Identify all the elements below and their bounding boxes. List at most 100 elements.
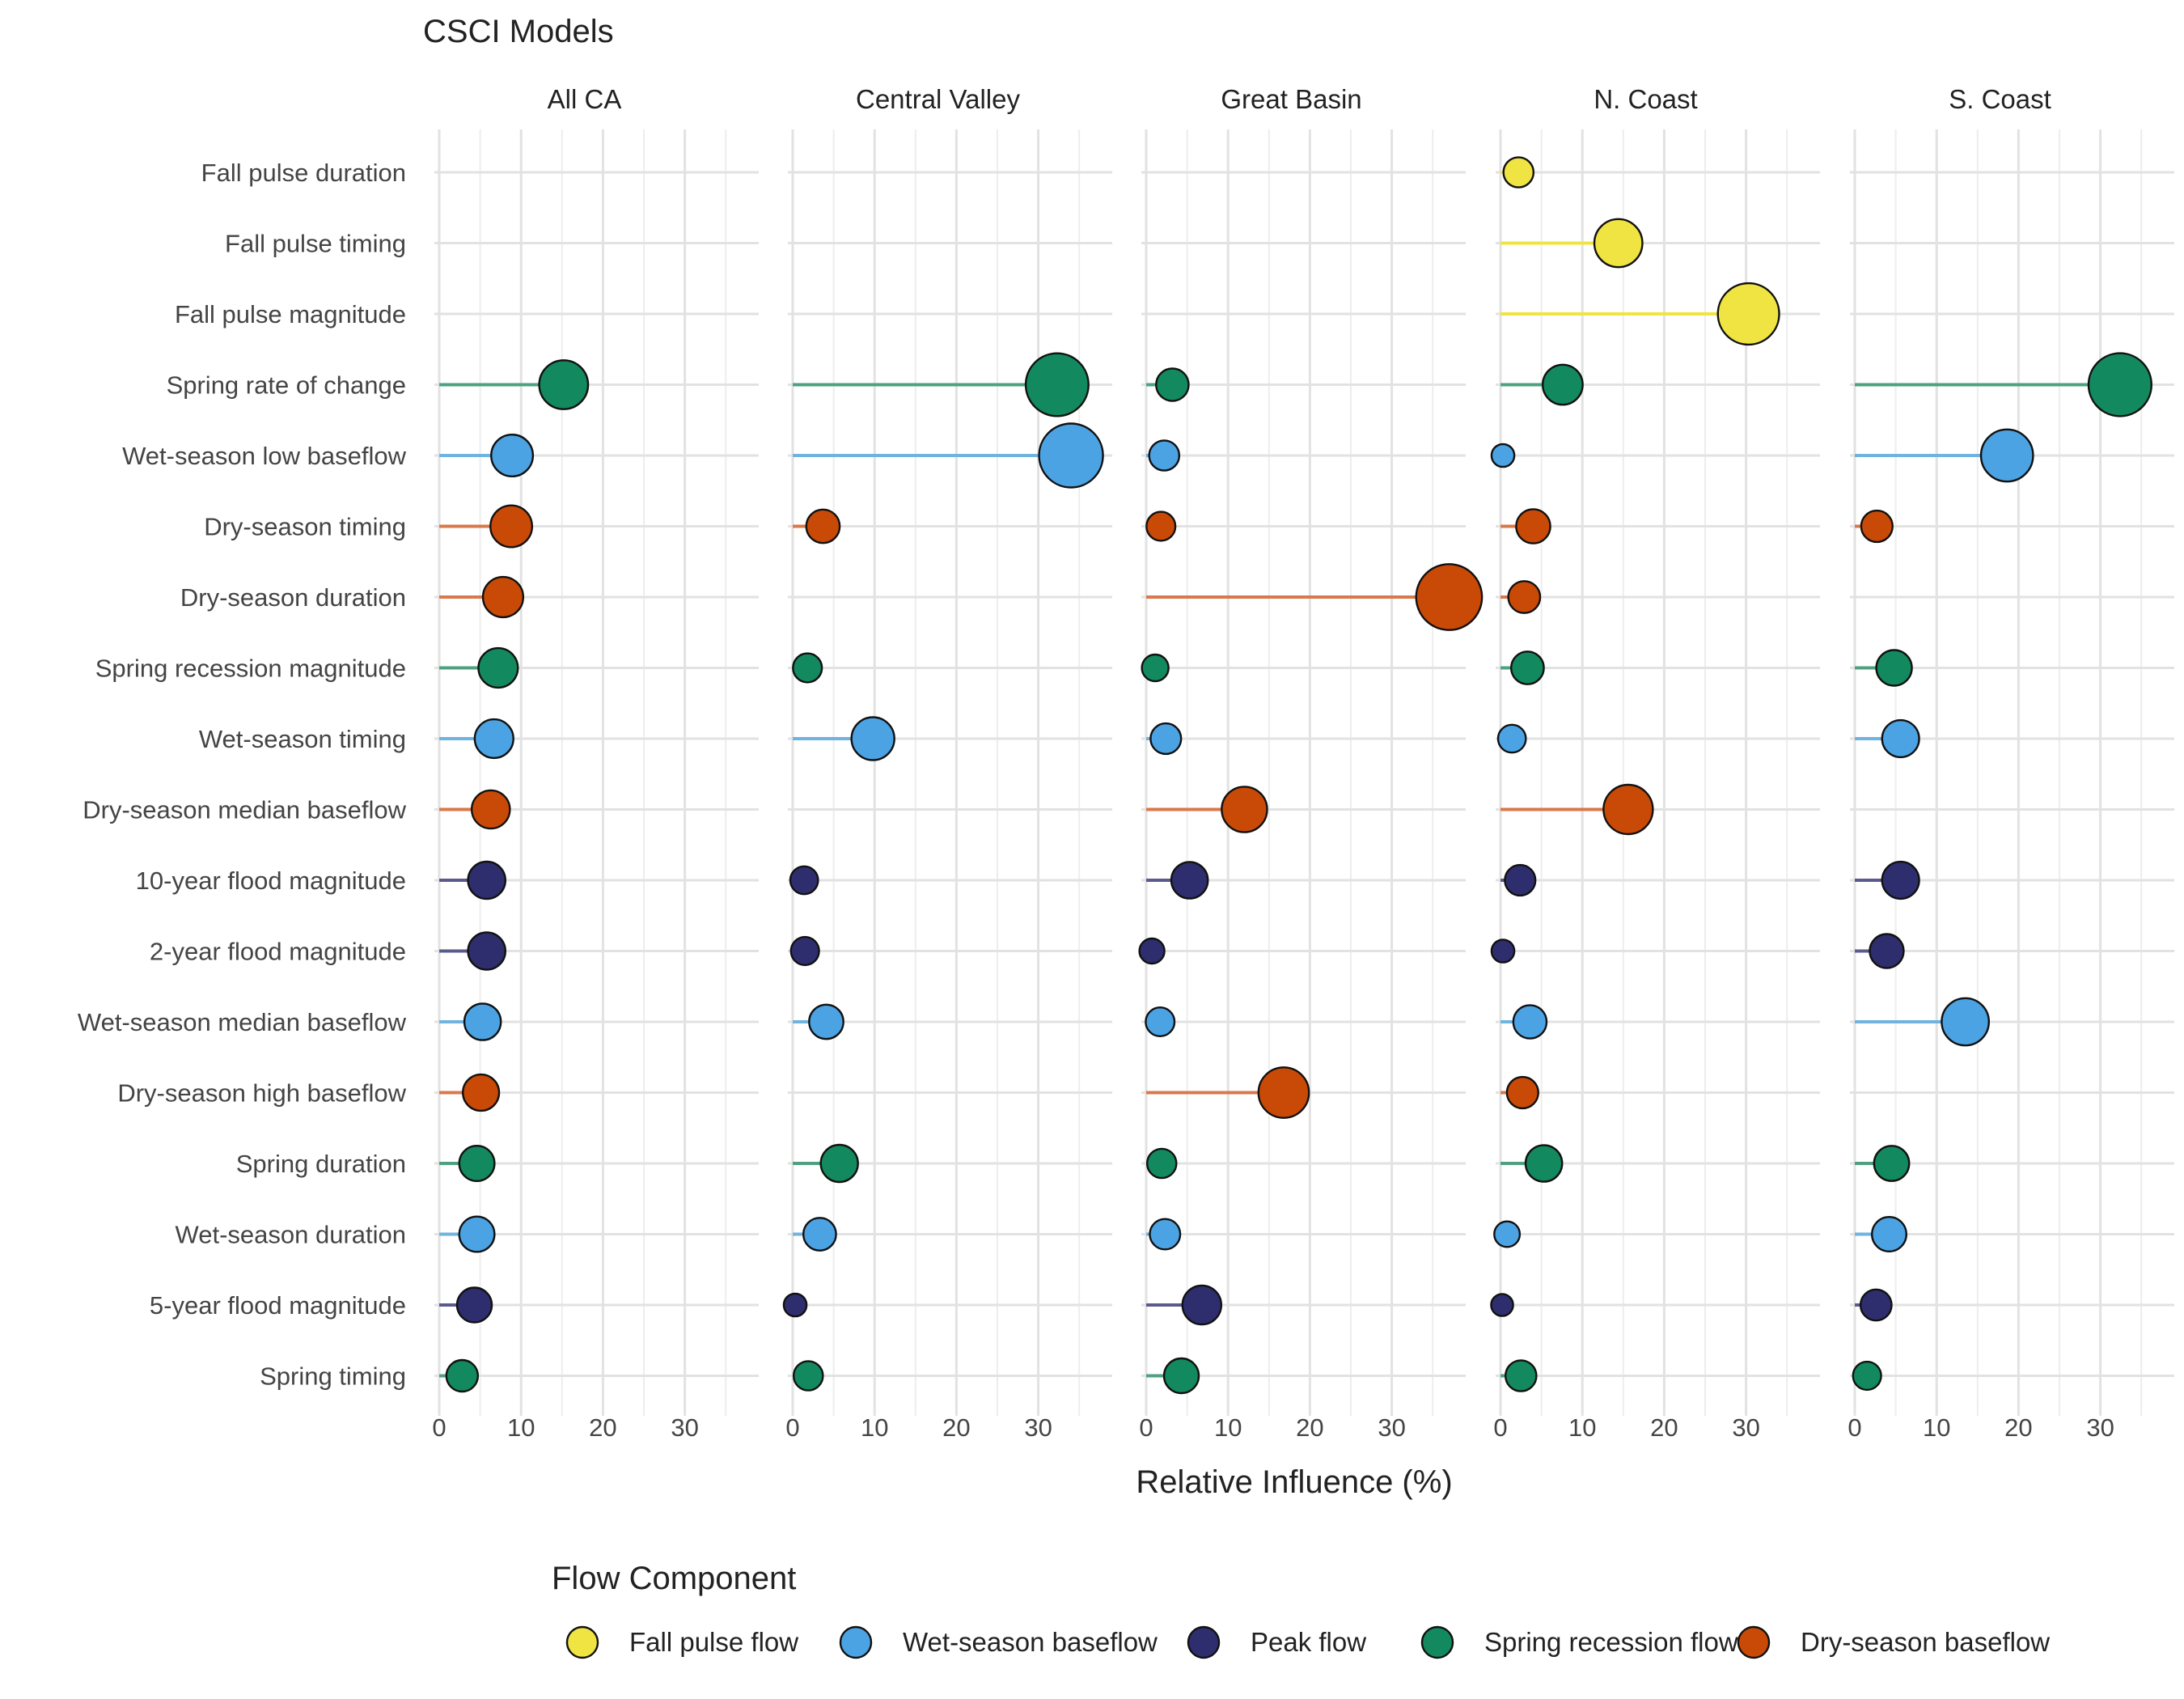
x-tick-label: 10 [507, 1413, 535, 1442]
legend-swatch [1420, 1625, 1454, 1659]
lollipop-point [1512, 1004, 1548, 1040]
x-tick-label: 0 [1493, 1413, 1507, 1442]
metric-labels: Fall pulse duration Fall pulse timing Fall… [78, 159, 407, 1391]
lollipop-point [490, 434, 535, 478]
lollipop-point [1871, 1215, 1908, 1252]
metric-label: Dry-season median baseflow [83, 796, 406, 824]
legend-item: Dry-season baseflow [1737, 1625, 2050, 1659]
legend-item: Wet-season baseflow [839, 1625, 1158, 1659]
lollipop-point [1859, 1288, 1893, 1322]
lollipop-point [789, 865, 819, 896]
x-tick-label: 30 [2086, 1413, 2114, 1442]
lollipop-point [1524, 1144, 1564, 1183]
panel-title: All CA [548, 84, 622, 114]
points [782, 352, 1104, 1392]
legend-label: Fall pulse flow [629, 1627, 798, 1657]
lollipop-point [1505, 1359, 1538, 1392]
lollipop-point [1873, 1145, 1911, 1182]
lollipop-point [1869, 933, 1905, 969]
lollipop-point [789, 935, 820, 967]
metric-label: 10-year flood magnitude [136, 866, 406, 895]
legend-swatch [1187, 1625, 1221, 1659]
lollipop-point [1155, 367, 1190, 402]
lollipop-point [463, 1002, 502, 1041]
lollipop-point [1038, 422, 1104, 489]
legend-item: Spring recession flow [1420, 1625, 1738, 1659]
x-axis-title: Relative Influence (%) [1136, 1464, 1452, 1500]
lollipop-point [1496, 723, 1527, 754]
lollipop-point [1141, 653, 1170, 683]
points [1490, 156, 1780, 1392]
lollipop-point [808, 1003, 844, 1040]
lollipop-point [802, 1217, 837, 1252]
x-tick-label: 0 [1139, 1413, 1153, 1442]
panel-title: Central Valley [856, 84, 1020, 114]
metric-label: Fall pulse timing [225, 230, 406, 258]
lollipop-point [1593, 218, 1644, 269]
panel-n-coast: N. Coast 0 10 20 30 [1490, 84, 1820, 1442]
legend-swatch [839, 1625, 873, 1659]
lollipop-point [1881, 718, 1920, 759]
lollipop-point [1515, 508, 1551, 544]
x-tick-label: 20 [589, 1413, 616, 1442]
lollipop-point [1504, 863, 1537, 897]
x-tick-label: 20 [1650, 1413, 1678, 1442]
x-tick-label: 0 [432, 1413, 446, 1442]
metric-label: Spring recession magnitude [95, 655, 406, 683]
lollipop-point [2087, 352, 2152, 417]
legend-title: Flow Component [552, 1561, 796, 1596]
lollipop-point [1415, 563, 1484, 631]
legend-swatch [565, 1625, 599, 1659]
lollipop-point [1170, 861, 1209, 900]
points [445, 359, 590, 1393]
lollipop-point [458, 1144, 496, 1182]
panel-s-coast: S. Coast 0 10 20 30 [1848, 84, 2174, 1442]
lollipop-point [1852, 1360, 1882, 1392]
x-tick-label: 30 [1732, 1413, 1759, 1442]
lollipop-point [782, 1292, 808, 1318]
metric-label: 5-year flood magnitude [150, 1291, 406, 1320]
chart-title: CSCI Models [423, 14, 614, 49]
lollipop-point [445, 1358, 480, 1393]
lollipop-point [1602, 783, 1654, 836]
lollipop-point [462, 1073, 501, 1112]
metric-label: Spring rate of change [167, 371, 406, 400]
lollipop-point [1542, 363, 1584, 406]
legend-label: Spring recession flow [1484, 1627, 1738, 1657]
x-tick-label: 0 [1848, 1413, 1861, 1442]
lollipop-point [1149, 1218, 1182, 1251]
panel-title: N. Coast [1594, 84, 1697, 114]
lollipop-point [1145, 511, 1177, 542]
metric-label: Spring timing [260, 1362, 406, 1391]
lollipop-point [805, 508, 841, 544]
lollipop-point [1941, 997, 1991, 1047]
lollipop-point [1490, 443, 1516, 468]
points [1852, 352, 2152, 1392]
legend-swatch [1737, 1625, 1771, 1659]
x-tick-label: 20 [2004, 1413, 2032, 1442]
lollipop-point [1881, 860, 1920, 900]
lollipop-point [470, 789, 511, 830]
lollipop-point [455, 1286, 493, 1324]
lollipop-point [458, 1215, 496, 1253]
lollipop-point [792, 652, 823, 684]
metric-label: Dry-season timing [204, 513, 406, 541]
metric-label: Dry-season high baseflow [117, 1079, 406, 1108]
x-tick-label: 30 [1378, 1413, 1405, 1442]
panel-all-ca: All CA 0 10 20 30 [432, 84, 759, 1442]
x-tick-label: 0 [785, 1413, 799, 1442]
lollipop-point [1875, 649, 1913, 687]
lollipop-point [1505, 1075, 1539, 1110]
x-tick-label: 20 [1296, 1413, 1323, 1442]
panel-central-valley: Central Valley 0 10 20 30 [782, 84, 1112, 1442]
x-tick-label: 10 [1923, 1413, 1950, 1442]
lollipop-point [819, 1143, 859, 1184]
legend-label: Wet-season baseflow [903, 1627, 1158, 1657]
lollipop-point [1507, 580, 1542, 614]
x-tick-label: 30 [671, 1413, 698, 1442]
x-tick-label: 20 [942, 1413, 970, 1442]
metric-label: Fall pulse duration [201, 159, 406, 187]
lollipop-point [1221, 786, 1268, 833]
